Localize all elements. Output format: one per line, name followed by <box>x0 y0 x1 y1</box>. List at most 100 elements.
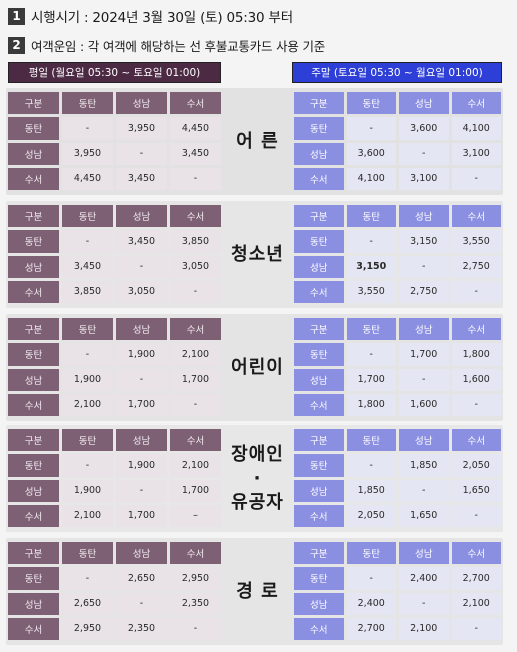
fare-cell: - <box>62 230 113 253</box>
table-row-header: 동탄 <box>294 230 344 253</box>
weekday-fare-table: 구분 동탄 성남 수서 동탄 -1,900 2,100 성남 1,900-1,700 수서 2,10… <box>8 429 221 527</box>
fare-cell: 1,600 <box>451 368 501 391</box>
fare-cell: - <box>62 117 113 140</box>
table-row-header: 수서 <box>294 167 344 190</box>
fare-cell: - <box>399 255 449 278</box>
fare-cell: - <box>170 393 221 416</box>
fare-cell: 1,700 <box>116 504 167 527</box>
table-header-cell: 구분 <box>294 92 344 115</box>
fare-cell: 4,450 <box>62 167 113 190</box>
fare-cell: - <box>346 117 396 140</box>
passenger-type-text: 어 른 <box>236 130 279 152</box>
fare-cell: - <box>170 280 221 303</box>
fare-cell: 1,800 <box>451 343 501 366</box>
passenger-type-label: 청소년 <box>221 201 294 308</box>
fare-cell: - <box>451 617 501 640</box>
table-row-header: 성남 <box>294 479 344 502</box>
fare-block: 구분 동탄 성남 수서 동탄 -1,900 2,100 성남 1,900-1,700 수서 2,10… <box>6 425 503 532</box>
table-row-header: 성남 <box>8 479 59 502</box>
table-header-cell: 성남 <box>399 318 449 341</box>
fare-cell: 2,400 <box>399 567 449 590</box>
fare-cell: - <box>62 454 113 477</box>
passenger-type-text: 경 로 <box>236 580 279 602</box>
fare-cell: - <box>116 142 167 165</box>
passenger-type-label: 경 로 <box>221 538 294 645</box>
table-header-cell: 동탄 <box>346 92 396 115</box>
fare-cell: 3,550 <box>346 280 396 303</box>
table-header-cell: 수서 <box>170 542 221 565</box>
fare-cell: 2,350 <box>116 617 167 640</box>
table-row-header: 수서 <box>8 617 59 640</box>
table-row-header: 동탄 <box>8 343 59 366</box>
fare-cell: 2,050 <box>346 504 396 527</box>
fare-basis-text: 여객운임 : 각 여객에 해당하는 선 후불교통카드 사용 기준 <box>31 39 326 54</box>
fare-cell: 3,450 <box>116 230 167 253</box>
fare-cell: - <box>62 567 113 590</box>
table-header-cell: 구분 <box>8 318 59 341</box>
fare-cell: - <box>451 167 501 190</box>
fare-cell: 2,100 <box>62 504 113 527</box>
weekend-header: 주말 (토요일 05:30 ~ 월요일 01:00) <box>292 62 502 83</box>
table-row-header: 수서 <box>8 280 59 303</box>
fare-cell: 3,050 <box>170 255 221 278</box>
fare-cell: 3,600 <box>346 142 396 165</box>
table-row-header: 동탄 <box>294 454 344 477</box>
fare-cell: 2,100 <box>62 393 113 416</box>
table-header-cell: 수서 <box>451 92 501 115</box>
fare-cell: 1,850 <box>346 479 396 502</box>
table-row-header: 동탄 <box>294 117 344 140</box>
weekend-fare-table: 구분 동탄 성남 수서 동탄 -3,150 3,550 성남 3,150-2,750 수서 3,55… <box>294 205 501 303</box>
fare-cell: - <box>451 393 501 416</box>
table-row-header: 동탄 <box>8 230 59 253</box>
fare-cell: 2,100 <box>170 454 221 477</box>
fare-cell: - <box>116 592 167 615</box>
table-row-header: 수서 <box>294 504 344 527</box>
item-number-badge: 1 <box>8 7 25 25</box>
fare-block: 구분 동탄 성남 수서 동탄 -3,450 3,850 성남 3,450-3,050 수서 3,85… <box>6 201 503 308</box>
fare-cell: 3,850 <box>170 230 221 253</box>
fare-cell: 1,800 <box>346 393 396 416</box>
fare-cell: 1,700 <box>170 368 221 391</box>
fare-cell: - <box>346 343 396 366</box>
table-header-cell: 구분 <box>8 429 59 452</box>
fare-cell: - <box>116 255 167 278</box>
table-row-header: 동탄 <box>8 454 59 477</box>
table-header-cell: 동탄 <box>62 92 113 115</box>
table-header-cell: 수서 <box>451 205 501 228</box>
table-header-cell: 구분 <box>294 205 344 228</box>
passenger-type-text: 어린이 <box>231 356 284 378</box>
table-row-header: 동탄 <box>8 117 59 140</box>
fare-cell: 4,100 <box>451 117 501 140</box>
table-row-header: 동탄 <box>294 343 344 366</box>
fare-cell: 2,700 <box>346 617 396 640</box>
table-header-cell: 동탄 <box>346 429 396 452</box>
table-header-cell: 성남 <box>399 92 449 115</box>
fare-cell: 2,950 <box>62 617 113 640</box>
fare-cell: - <box>116 368 167 391</box>
fare-cell: 1,850 <box>399 454 449 477</box>
fare-cell: 3,150 <box>346 255 396 278</box>
table-header-cell: 동탄 <box>346 205 396 228</box>
fare-block: 구분 동탄 성남 수서 동탄 -3,950 4,450 성남 3,950-3,450 수서 4,45… <box>6 88 503 195</box>
table-header-cell: 동탄 <box>346 318 396 341</box>
weekday-fare-table: 구분 동탄 성남 수서 동탄 -2,650 2,950 성남 2,650-2,350 수서 2,95… <box>8 542 221 640</box>
fare-cell: 3,950 <box>62 142 113 165</box>
table-row-header: 성남 <box>8 368 59 391</box>
fare-cell: 3,550 <box>451 230 501 253</box>
fare-cell: 2,400 <box>346 592 396 615</box>
fare-cell: 2,750 <box>451 255 501 278</box>
table-header-cell: 성남 <box>116 92 167 115</box>
table-header-cell: 수서 <box>451 318 501 341</box>
table-header-cell: 수서 <box>170 205 221 228</box>
table-header-cell: 구분 <box>294 318 344 341</box>
table-row-header: 수서 <box>8 167 59 190</box>
fare-cell: – <box>170 504 221 527</box>
table-row-header: 성남 <box>294 142 344 165</box>
table-header-cell: 동탄 <box>62 205 113 228</box>
table-header-cell: 성남 <box>399 429 449 452</box>
fare-cell: 1,900 <box>116 454 167 477</box>
passenger-type-label: 어 른 <box>221 88 294 195</box>
weekend-fare-table: 구분 동탄 성남 수서 동탄 -1,850 2,050 성남 1,850-1,650 수서 2,05… <box>294 429 501 527</box>
fare-cell: - <box>62 343 113 366</box>
fare-cell: - <box>399 368 449 391</box>
